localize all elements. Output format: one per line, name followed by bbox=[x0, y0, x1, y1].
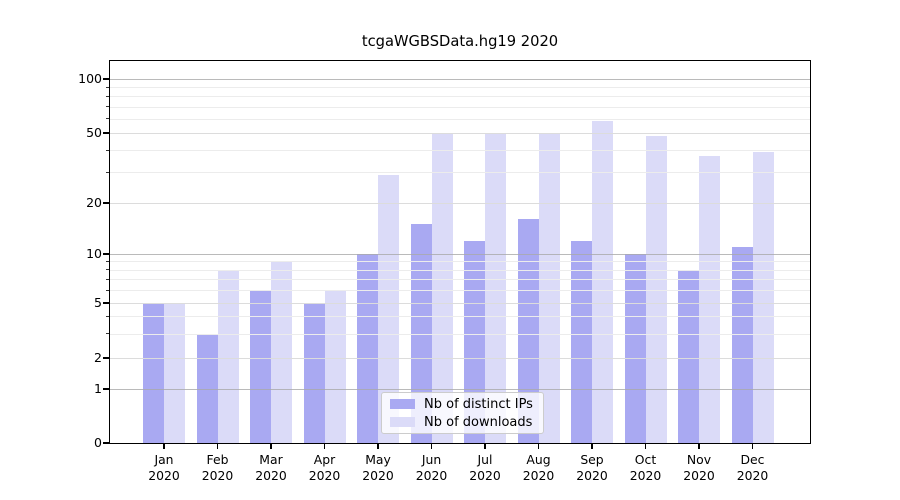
bar-downloads-may bbox=[378, 174, 399, 443]
y-minor-tick-60 bbox=[105, 118, 109, 120]
bar-distinct-ips-dec bbox=[731, 246, 753, 443]
x-tick-label-nov: Nov 2020 bbox=[683, 452, 715, 483]
x-tick-may bbox=[377, 443, 379, 449]
y-tick-100 bbox=[102, 78, 109, 80]
bar-distinct-ips-aug bbox=[517, 219, 539, 443]
x-tick-label-oct: Oct 2020 bbox=[629, 452, 662, 483]
bar-downloads-nov bbox=[699, 156, 720, 443]
x-tick-sep bbox=[591, 443, 593, 449]
y-minor-tick-90 bbox=[105, 86, 109, 88]
y-minor-tick-70 bbox=[105, 106, 109, 108]
bar-distinct-ips-jan bbox=[143, 303, 164, 443]
x-tick-jun bbox=[430, 443, 433, 449]
y-tick-1 bbox=[102, 388, 109, 390]
y-tick-label-5: 5 bbox=[94, 294, 102, 310]
x-tick-mar bbox=[270, 443, 272, 449]
y-minor-tick-3 bbox=[105, 333, 109, 335]
y-tick-label-1: 1 bbox=[94, 380, 102, 396]
bar-downloads-dec bbox=[752, 151, 774, 443]
x-tick-dec bbox=[751, 443, 754, 449]
y-tick-50 bbox=[102, 132, 109, 134]
bar-distinct-ips-nov bbox=[678, 269, 699, 443]
y-minor-tick-9 bbox=[105, 260, 109, 262]
y-minor-tick-7 bbox=[105, 278, 109, 280]
bar-distinct-ips-mar bbox=[250, 290, 271, 443]
x-tick-label-may: May 2020 bbox=[362, 452, 394, 483]
y-tick-20 bbox=[102, 202, 109, 204]
y-tick-label-10: 10 bbox=[86, 245, 102, 261]
bar-downloads-apr bbox=[324, 290, 346, 443]
y-minor-tick-80 bbox=[105, 95, 109, 97]
x-tick-feb bbox=[216, 443, 219, 449]
legend-label-distinct-ips: Nb of distinct IPs bbox=[424, 396, 533, 412]
legend-row-distinct-ips: Nb of distinct IPs bbox=[390, 395, 535, 413]
plot-area: 0 1 2 5 10 20 50 100 Jan 2020 Feb 2020 Mar 2020 Apr… bbox=[78, 60, 811, 483]
legend-row-downloads: Nb of downloads bbox=[390, 413, 535, 431]
y-tick-label-2: 2 bbox=[94, 349, 102, 365]
y-tick-label-0: 0 bbox=[94, 434, 102, 450]
y-tick-2 bbox=[102, 357, 109, 359]
x-tick-jul bbox=[484, 443, 486, 449]
bar-distinct-ips-feb bbox=[196, 333, 218, 443]
x-tick-label-sep: Sep 2020 bbox=[576, 452, 608, 483]
legend-label-downloads: Nb of downloads bbox=[424, 414, 533, 430]
y-tick-10 bbox=[102, 253, 109, 255]
x-tick-label-jul: Jul 2020 bbox=[469, 452, 501, 483]
x-tick-jan bbox=[163, 443, 165, 449]
bar-downloads-sep bbox=[592, 121, 613, 443]
y-minor-tick-8 bbox=[105, 269, 109, 271]
y-tick-label-20: 20 bbox=[86, 194, 102, 210]
legend-swatch-downloads bbox=[390, 416, 415, 428]
axis-layer: 0 1 2 5 10 20 50 100 Jan 2020 Feb 2020 Mar 2020 Apr… bbox=[78, 61, 810, 482]
y-minor-tick-4 bbox=[105, 315, 109, 317]
bar-downloads-aug bbox=[538, 133, 560, 443]
y-minor-tick-6 bbox=[105, 289, 109, 291]
y-minor-tick-40 bbox=[105, 149, 109, 151]
x-tick-label-dec: Dec 2020 bbox=[736, 452, 769, 483]
bar-downloads-mar bbox=[271, 261, 292, 443]
x-tick-label-aug: Aug 2020 bbox=[522, 452, 555, 483]
y-minor-tick-30 bbox=[105, 171, 109, 173]
bar-distinct-ips-oct bbox=[624, 254, 646, 443]
legend: Nb of distinct IPs Nb of downloads bbox=[381, 392, 544, 434]
bar-downloads-feb bbox=[217, 269, 239, 443]
x-tick-label-jun: Jun 2020 bbox=[415, 452, 448, 483]
y-tick-5 bbox=[102, 302, 109, 304]
x-tick-label-feb: Feb 2020 bbox=[201, 452, 234, 483]
x-tick-nov bbox=[698, 443, 700, 449]
x-tick-aug bbox=[537, 443, 540, 449]
bar-downloads-jul bbox=[485, 133, 506, 443]
y-tick-label-100: 100 bbox=[78, 70, 102, 86]
bar-distinct-ips-jun bbox=[410, 224, 432, 443]
bar-distinct-ips-apr bbox=[303, 303, 325, 443]
x-tick-label-apr: Apr 2020 bbox=[308, 452, 341, 483]
y-tick-label-50: 50 bbox=[86, 124, 102, 140]
x-tick-label-jan: Jan 2020 bbox=[148, 452, 180, 483]
bar-downloads-oct bbox=[645, 136, 667, 443]
y-tick-0 bbox=[102, 442, 109, 444]
bar-distinct-ips-may bbox=[357, 254, 378, 443]
x-tick-label-mar: Mar 2020 bbox=[255, 452, 287, 483]
bar-downloads-jan bbox=[164, 303, 185, 443]
chart-title: tcgaWGBSData.hg19 2020 bbox=[361, 33, 559, 50]
legend-swatch-distinct-ips bbox=[390, 398, 415, 410]
bar-distinct-ips-sep bbox=[571, 240, 592, 443]
x-tick-apr bbox=[323, 443, 326, 449]
x-tick-oct bbox=[644, 443, 647, 449]
bar-downloads-jun bbox=[431, 133, 453, 443]
